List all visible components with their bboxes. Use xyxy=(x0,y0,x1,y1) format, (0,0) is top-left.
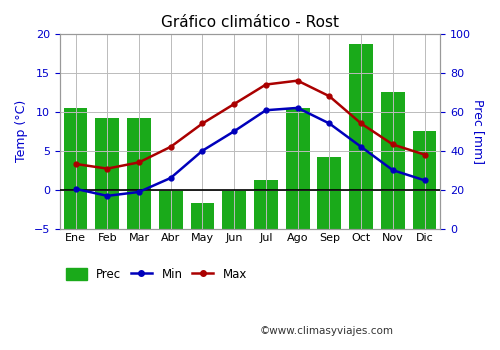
Bar xyxy=(412,131,436,229)
Bar xyxy=(64,108,88,229)
Legend: Prec, Min, Max: Prec, Min, Max xyxy=(66,268,247,281)
Bar xyxy=(349,44,373,229)
Bar xyxy=(190,203,214,229)
Text: ©www.climasyviajes.com: ©www.climasyviajes.com xyxy=(260,326,394,336)
Bar xyxy=(159,190,182,229)
Y-axis label: Temp (°C): Temp (°C) xyxy=(15,100,28,162)
Bar xyxy=(318,156,341,229)
Bar xyxy=(127,118,151,229)
Bar xyxy=(286,108,310,229)
Y-axis label: Prec [mm]: Prec [mm] xyxy=(472,99,485,164)
Title: Gráfico climático - Rost: Gráfico climático - Rost xyxy=(161,15,339,30)
Bar xyxy=(96,118,119,229)
Bar xyxy=(381,92,404,229)
Bar xyxy=(254,180,278,229)
Bar xyxy=(222,190,246,229)
